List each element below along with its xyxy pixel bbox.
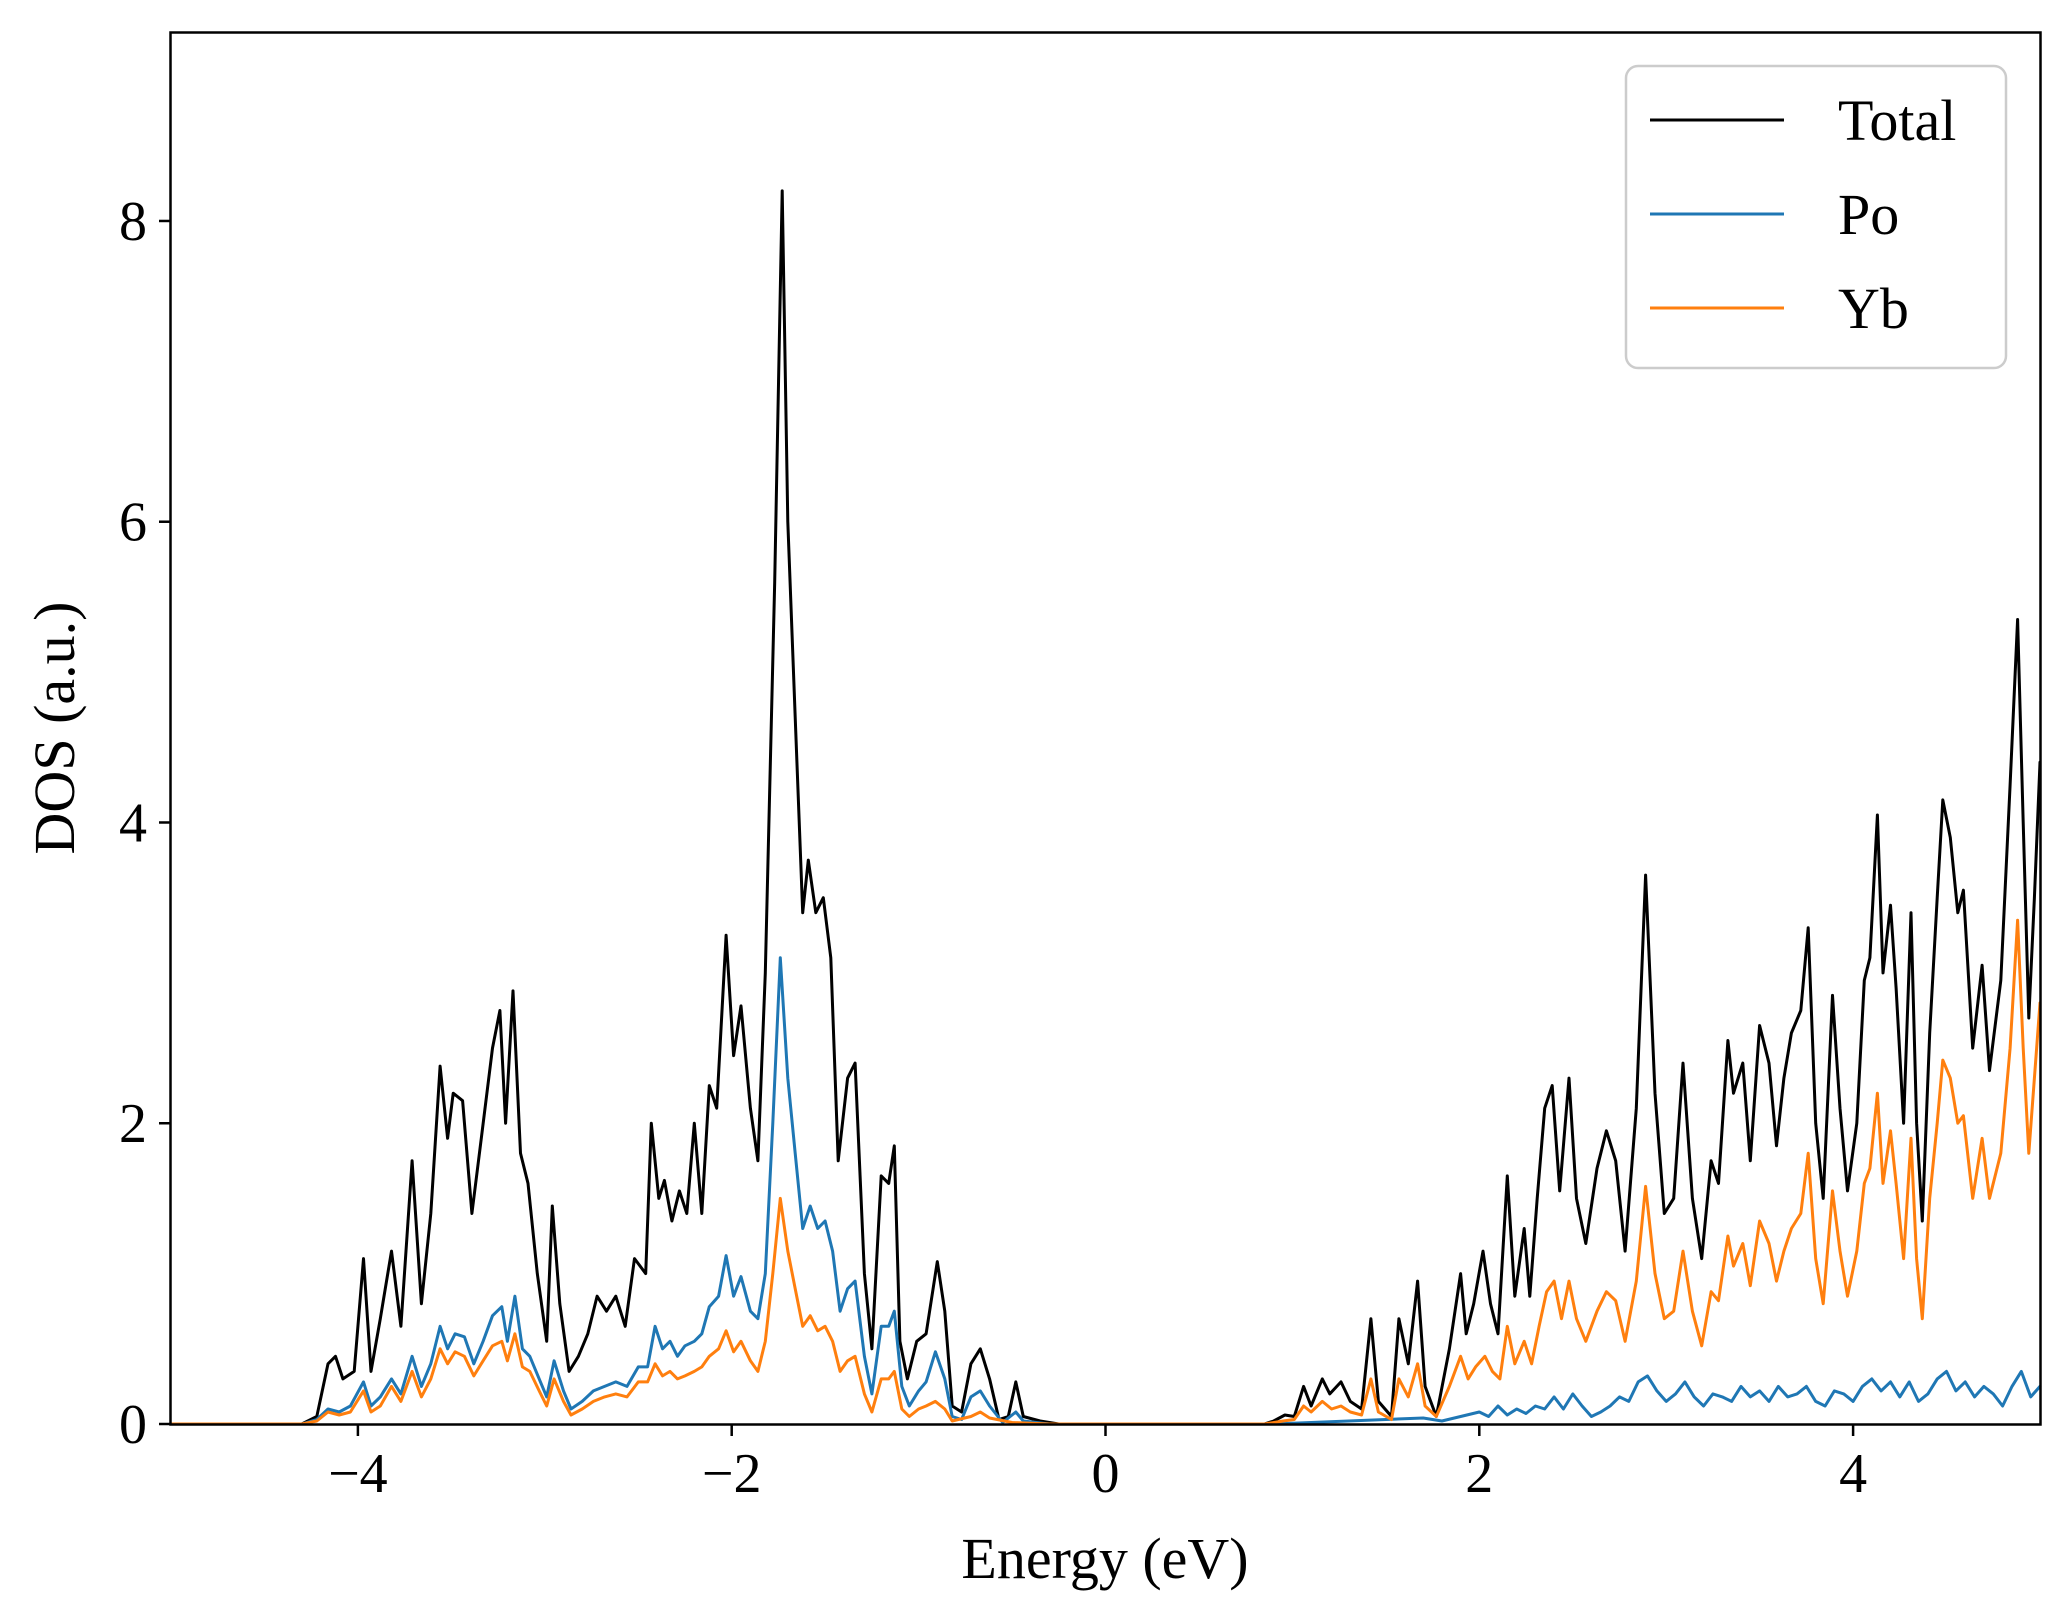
x-tick-label: −2 xyxy=(702,1443,762,1505)
legend-label-yb: Yb xyxy=(1838,276,1909,341)
y-axis-label: DOS (a.u.) xyxy=(22,602,87,855)
legend-label-po: Po xyxy=(1838,182,1899,247)
y-tick-label: 8 xyxy=(119,191,147,253)
series-line-total xyxy=(169,189,2042,1426)
legend: Total Po Yb xyxy=(1624,64,2008,370)
x-axis-label: Energy (eV) xyxy=(961,1526,1248,1591)
y-tick-label: 0 xyxy=(119,1394,147,1456)
legend-label-total: Total xyxy=(1838,88,1956,153)
x-tick-label: 4 xyxy=(1839,1443,1867,1505)
legend-box xyxy=(1624,64,2008,370)
series-line-po xyxy=(169,956,2042,1426)
legend-items: Total Po Yb xyxy=(1650,88,1956,341)
x-tick-label: 0 xyxy=(1092,1443,1120,1505)
y-tick-label: 2 xyxy=(119,1093,147,1155)
y-tick-label: 4 xyxy=(119,792,147,854)
x-tick-label: −4 xyxy=(328,1443,388,1505)
y-axis-ticks: 0 2 4 6 8 xyxy=(119,191,171,1456)
series-line-yb xyxy=(169,918,2042,1426)
x-tick-label: 2 xyxy=(1465,1443,1493,1505)
series-layer xyxy=(169,189,2042,1426)
y-tick-label: 6 xyxy=(119,492,147,554)
x-axis-ticks: −4 −2 0 2 4 xyxy=(328,1424,1867,1505)
